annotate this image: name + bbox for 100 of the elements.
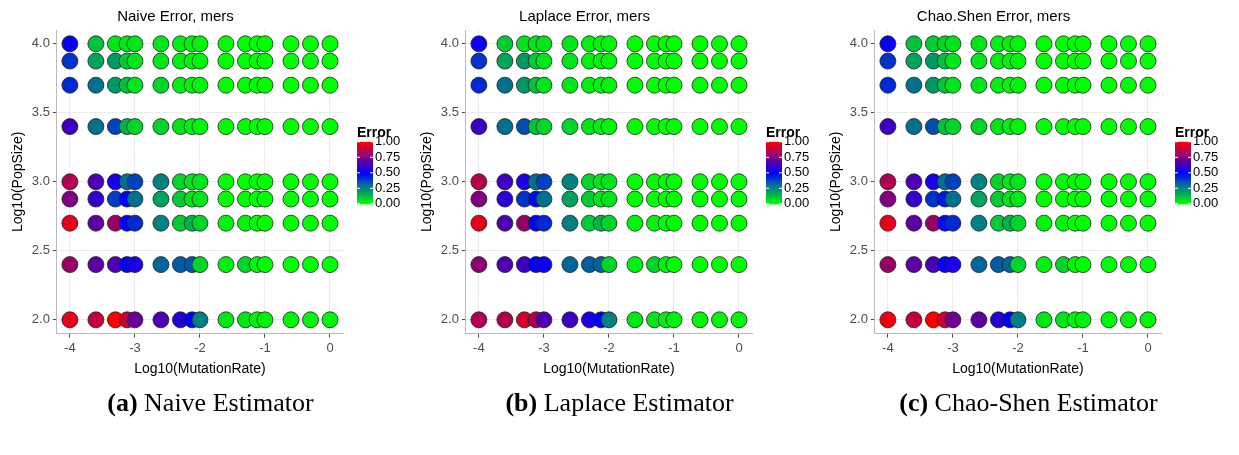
point xyxy=(905,76,923,94)
point xyxy=(626,190,644,208)
point xyxy=(561,173,579,191)
x-tick-label: -4 xyxy=(882,339,894,355)
point xyxy=(1120,118,1137,135)
point xyxy=(561,52,579,70)
x-tick-label: -1 xyxy=(668,339,680,355)
point xyxy=(282,173,300,191)
y-axis-title: Log10(PopSize) xyxy=(827,131,844,232)
point xyxy=(1009,311,1027,329)
point xyxy=(970,311,988,329)
point xyxy=(730,35,748,53)
point xyxy=(535,190,553,208)
point xyxy=(879,214,897,232)
point xyxy=(711,214,728,232)
point xyxy=(626,35,644,53)
point xyxy=(665,256,683,273)
point xyxy=(1074,35,1092,53)
point xyxy=(126,35,144,53)
point xyxy=(302,52,319,70)
point xyxy=(1120,214,1137,232)
point xyxy=(600,256,618,273)
point xyxy=(879,190,897,208)
point xyxy=(665,52,683,70)
point xyxy=(87,311,105,329)
point xyxy=(535,256,553,273)
point xyxy=(711,190,728,208)
point xyxy=(1035,118,1053,135)
point xyxy=(1074,173,1092,191)
point xyxy=(1100,76,1118,94)
point xyxy=(730,214,748,232)
point xyxy=(126,173,144,191)
point xyxy=(1139,214,1157,232)
point xyxy=(256,173,274,191)
point xyxy=(1120,76,1137,94)
point xyxy=(1100,190,1118,208)
point xyxy=(302,190,319,208)
point xyxy=(600,190,618,208)
point xyxy=(711,256,728,273)
point xyxy=(1100,35,1118,53)
point xyxy=(87,173,105,191)
point xyxy=(535,214,553,232)
y-tick-label: 2.0 xyxy=(849,311,868,327)
y-tick-label: 3.0 xyxy=(440,173,459,189)
point xyxy=(282,311,300,329)
point xyxy=(1035,52,1053,70)
point xyxy=(87,35,105,53)
point xyxy=(302,35,319,53)
point xyxy=(191,173,209,191)
point xyxy=(321,52,339,70)
x-axis-title: Log10(MutationRate) xyxy=(543,360,675,377)
point xyxy=(970,256,988,273)
y-tick-label: 4.0 xyxy=(31,35,50,51)
point xyxy=(191,214,209,232)
color-bar-label: 0.50 xyxy=(1193,164,1219,180)
point xyxy=(470,190,488,208)
point xyxy=(256,52,274,70)
point xyxy=(321,118,339,135)
point xyxy=(126,76,144,94)
point xyxy=(905,35,923,53)
point xyxy=(1035,311,1053,329)
point xyxy=(217,118,235,135)
point xyxy=(1139,118,1157,135)
point xyxy=(256,311,274,329)
point xyxy=(600,311,618,329)
y-tick-label: 2.0 xyxy=(31,311,50,327)
point xyxy=(944,52,962,70)
point xyxy=(61,76,79,94)
point xyxy=(561,35,579,53)
y-tick-label: 2.5 xyxy=(849,242,868,258)
x-tick-label: 0 xyxy=(735,339,743,355)
point xyxy=(970,214,988,232)
point xyxy=(1100,118,1118,135)
point xyxy=(282,76,300,94)
point xyxy=(496,256,514,273)
point xyxy=(1035,76,1053,94)
point xyxy=(691,190,709,208)
point xyxy=(87,76,105,94)
point xyxy=(1120,173,1137,191)
point xyxy=(217,190,235,208)
point xyxy=(61,173,79,191)
point xyxy=(561,311,579,329)
x-axis-title: Log10(MutationRate) xyxy=(952,360,1084,377)
color-bar-label: 0.00 xyxy=(375,195,401,211)
point xyxy=(730,311,748,329)
chart-title: Chao.Shen Error, mers xyxy=(916,7,1071,25)
point xyxy=(302,76,319,94)
point xyxy=(152,118,170,135)
point xyxy=(1120,256,1137,273)
y-tick-label: 2.0 xyxy=(440,311,459,327)
point xyxy=(282,35,300,53)
point xyxy=(691,35,709,53)
point xyxy=(470,35,488,53)
point xyxy=(879,35,897,53)
point xyxy=(626,76,644,94)
color-bar-label: 0.25 xyxy=(1193,179,1219,195)
point xyxy=(1074,256,1092,273)
point xyxy=(191,311,209,329)
point xyxy=(302,214,319,232)
x-tick-label: -4 xyxy=(64,339,76,355)
